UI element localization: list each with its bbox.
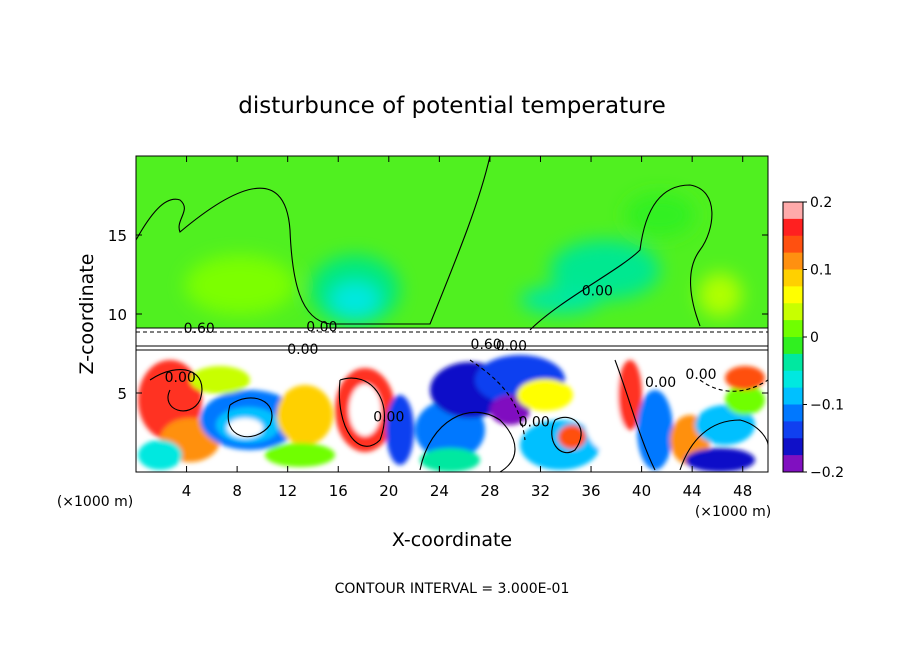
- contour-label: 0.00: [685, 367, 716, 383]
- contour-interval-note: CONTOUR INTERVAL = 3.000E-01: [335, 581, 570, 597]
- colorbar-swatch: [783, 286, 803, 304]
- colorbar-tick-label: −0.1: [810, 398, 844, 414]
- colorbar-swatch: [783, 438, 803, 456]
- contour-labels: 0.60 0.000.00 0.000.600.000.000.00 0.000.00…: [165, 283, 717, 430]
- colorbar-swatch: [783, 235, 803, 254]
- y-axis: 5 10 15: [108, 227, 768, 403]
- colorbar-tick-label: 0: [810, 330, 819, 346]
- z-unit-label: (×1000 m): [695, 504, 771, 520]
- colorbar-swatch: [783, 387, 803, 405]
- colorbar-swatch: [783, 202, 803, 220]
- x-tick-label: 44: [683, 482, 702, 500]
- x-unit-label: (×1000 m): [57, 494, 133, 510]
- colorbar-swatch: [783, 303, 803, 321]
- colorbar-swatch: [783, 320, 803, 338]
- contour-label: 0.60: [471, 337, 502, 353]
- x-axis-label: X-coordinate: [392, 529, 512, 551]
- x-tick-label: 4: [182, 482, 192, 500]
- colorbar-swatch: [783, 337, 803, 355]
- plot-area: [136, 156, 768, 472]
- y-axis-label: Z-coordinate: [76, 254, 98, 375]
- x-tick-label: 8: [232, 482, 242, 500]
- x-tick-label: 48: [733, 482, 752, 500]
- x-tick-label: 12: [278, 482, 297, 500]
- x-tick-label: 16: [329, 482, 348, 500]
- colorbar-swatch: [783, 252, 803, 270]
- x-axis: 4 8 12 16 20 24 28 32 36 40 44 48: [182, 156, 752, 500]
- colorbar-tick-label: −0.2: [810, 465, 844, 481]
- colorbar-swatch: [783, 455, 803, 473]
- colorbar-swatch: [783, 421, 803, 439]
- x-tick-label: 24: [430, 482, 449, 500]
- chart-title: disturbunce of potential temperature: [238, 93, 666, 119]
- contour-label: 0.00: [645, 375, 676, 391]
- colorbar-tick-label: 0.1: [810, 263, 832, 279]
- colorbar-swatch: [783, 370, 803, 389]
- colorbar-swatch: [783, 269, 803, 287]
- contour-label: 0.00: [306, 320, 337, 336]
- colorbar-swatch: [783, 404, 803, 422]
- x-tick-label: 28: [480, 482, 499, 500]
- contour-label: 0.00: [165, 370, 196, 386]
- colorbar-swatch: [783, 218, 803, 237]
- contour-label: 0.00: [373, 410, 404, 426]
- y-tick-label: 5: [117, 385, 127, 403]
- y-tick-label: 10: [108, 306, 127, 324]
- contour-label: 0.60: [184, 321, 215, 337]
- x-tick-label: 40: [632, 482, 651, 500]
- colorbar: 0.2 0.1 0 −0.1 −0.2: [782, 195, 844, 481]
- colorbar-swatch: [783, 353, 803, 372]
- contour-label: 0.00: [582, 283, 613, 299]
- x-tick-label: 32: [531, 482, 550, 500]
- contour-label: 0.00: [519, 414, 550, 430]
- x-tick-label: 20: [379, 482, 398, 500]
- contour-label: 0.00: [287, 342, 318, 358]
- colorbar-tick-label: 0.2: [810, 195, 832, 211]
- x-tick-label: 36: [581, 482, 600, 500]
- y-tick-label: 15: [108, 227, 127, 245]
- contour-label: 0.00: [496, 339, 527, 355]
